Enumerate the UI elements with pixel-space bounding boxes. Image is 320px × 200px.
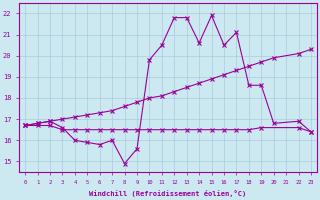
X-axis label: Windchill (Refroidissement éolien,°C): Windchill (Refroidissement éolien,°C) — [90, 190, 247, 197]
